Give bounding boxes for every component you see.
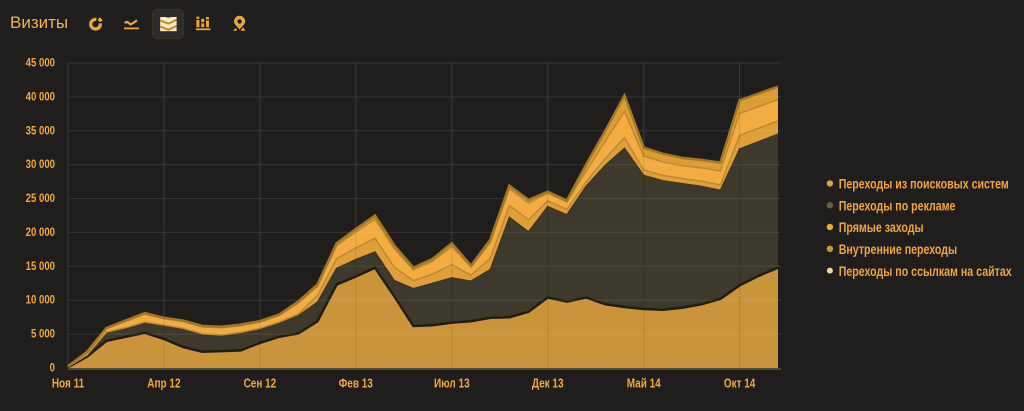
svg-text:Дек 13: Дек 13 [532,377,564,390]
svg-text:40 000: 40 000 [26,90,55,103]
svg-text:Переходы из поисковых систем: Переходы из поисковых систем [839,176,1009,192]
svg-text:Ноя 11: Ноя 11 [52,377,84,390]
svg-text:15 000: 15 000 [26,260,55,273]
svg-text:Переходы по ссылкам на сайтах: Переходы по ссылкам на сайтах [839,263,1012,279]
svg-text:Апр 12: Апр 12 [147,377,180,390]
svg-text:5 000: 5 000 [31,328,55,341]
svg-text:Переходы по рекламе: Переходы по рекламе [839,198,956,214]
svg-text:Окт 14: Окт 14 [724,377,756,390]
svg-text:10 000: 10 000 [26,294,55,307]
svg-text:Прямые заходы: Прямые заходы [839,220,924,236]
svg-text:25 000: 25 000 [26,192,55,205]
svg-text:35 000: 35 000 [26,124,55,137]
svg-text:Визиты: Визиты [10,13,68,32]
svg-text:30 000: 30 000 [26,158,55,171]
svg-text:Май 14: Май 14 [627,377,662,390]
svg-text:Июл 13: Июл 13 [434,377,470,390]
svg-text:0: 0 [50,362,55,375]
svg-text:Внутренние переходы: Внутренние переходы [839,242,957,258]
svg-text:45 000: 45 000 [26,57,55,70]
svg-text:20 000: 20 000 [26,226,55,239]
svg-text:Фев 13: Фев 13 [339,377,373,390]
svg-text:Сен 12: Сен 12 [244,377,277,390]
